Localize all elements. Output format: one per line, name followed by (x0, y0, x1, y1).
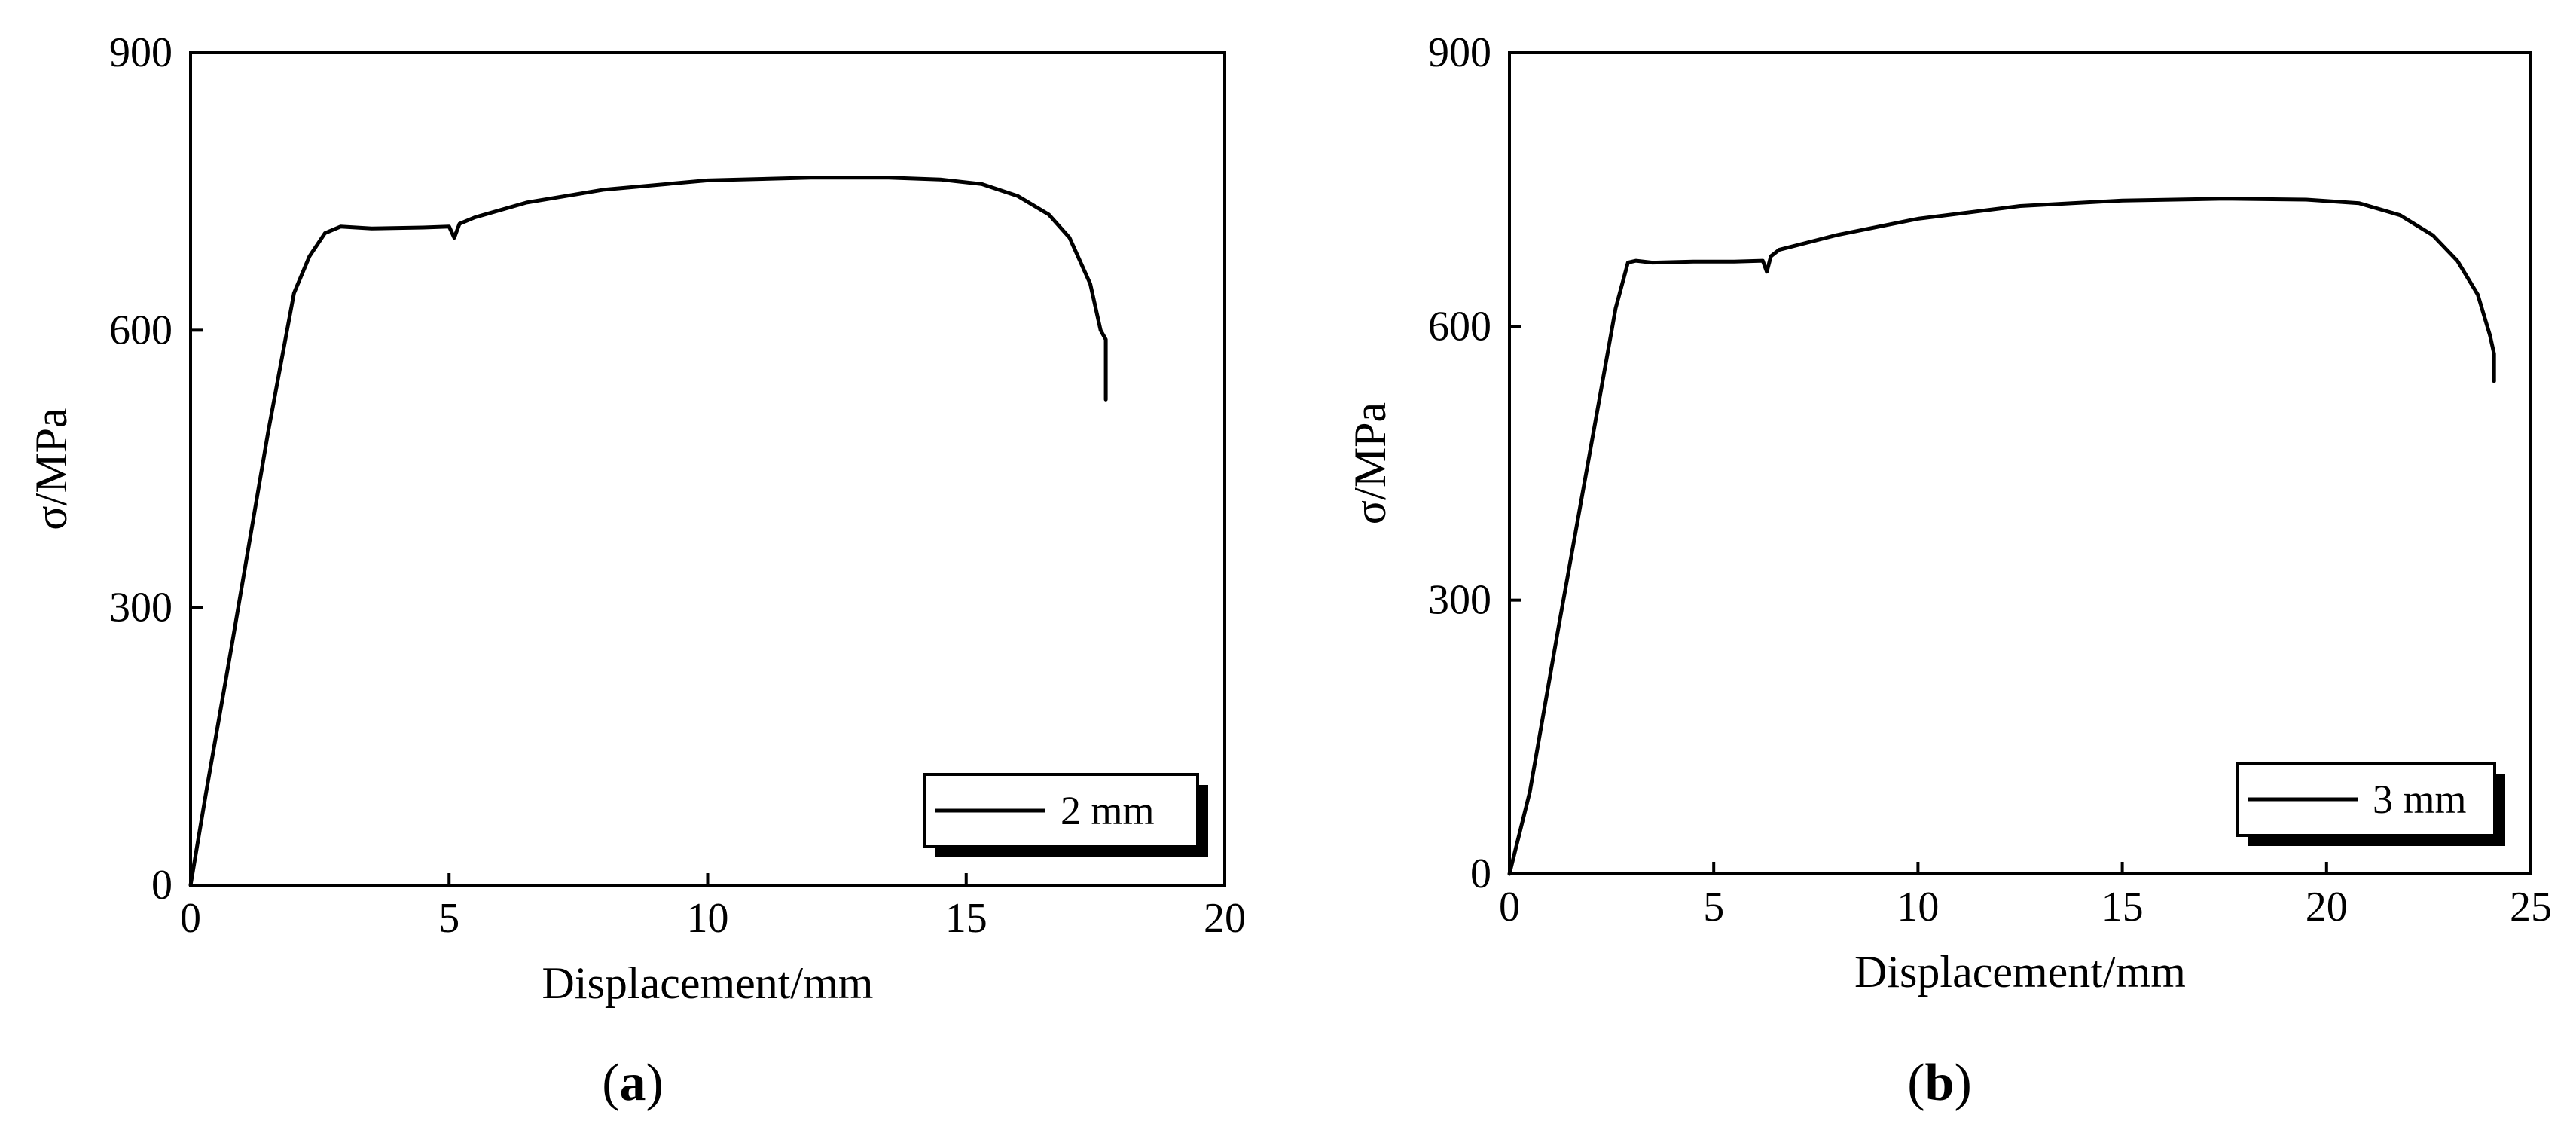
y-tick-label: 900 (1428, 29, 1491, 76)
x-tick-label: 5 (438, 895, 459, 942)
y-tick-label: 600 (109, 307, 172, 353)
plot-frame (1508, 51, 2532, 875)
legend-label: 3 mm (2373, 777, 2467, 822)
y-tick-label: 600 (1428, 303, 1491, 350)
panel-label: (a) (602, 1054, 664, 1112)
legend-label: 2 mm (1061, 788, 1155, 833)
panel-letter: a (620, 1054, 646, 1112)
x-tick-label: 25 (2510, 884, 2552, 930)
chart-panel-a: 0 5 10 15 20 0 300 600 900 Displacement/mm σ/MPa 2 … (26, 29, 1246, 1112)
y-axis-title: σ/MPa (1345, 402, 1395, 524)
x-tick-label: 20 (1204, 895, 1246, 942)
chart-panel-b: 0 5 10 15 20 25 0 300 600 900 Displacement/mm σ/MPa… (1345, 29, 2552, 1112)
y-tick-label: 0 (151, 862, 172, 909)
plot-frame (189, 51, 1226, 887)
series-line (1507, 197, 2496, 876)
x-axis-title: Displacement/mm (542, 958, 874, 1008)
x-tick-label: 10 (1897, 884, 1939, 930)
x-tick-label: 0 (180, 895, 201, 942)
x-tick-label: 5 (1703, 884, 1724, 930)
panel-letter: b (1925, 1054, 1955, 1112)
panel-label: (b) (1907, 1054, 1972, 1112)
x-axis-title: Displacement/mm (1854, 947, 2186, 997)
series-line (188, 176, 1108, 887)
y-tick-label: 300 (109, 585, 172, 631)
y-tick-label: 900 (109, 29, 172, 76)
x-tick-label: 10 (687, 895, 729, 942)
x-tick-label: 15 (945, 895, 987, 942)
x-tick-label: 15 (2101, 884, 2144, 930)
y-axis-title: σ/MPa (26, 408, 76, 530)
x-tick-label: 20 (2306, 884, 2348, 930)
y-tick-label: 0 (1470, 851, 1491, 897)
x-tick-label: 0 (1499, 884, 1520, 930)
y-tick-label: 300 (1428, 577, 1491, 624)
